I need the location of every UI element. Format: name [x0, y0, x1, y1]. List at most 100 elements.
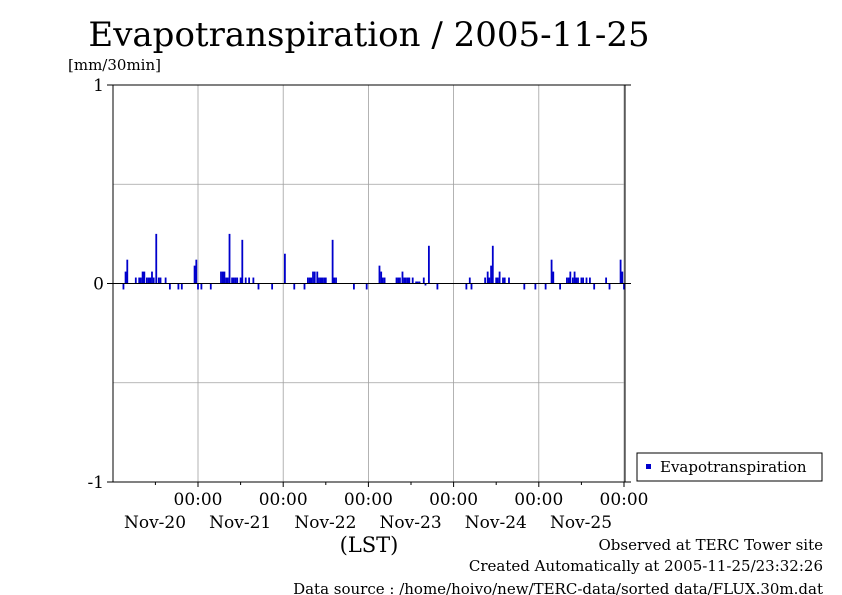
bar — [151, 271, 153, 284]
bar — [152, 277, 155, 284]
bar — [225, 277, 228, 284]
bar — [284, 253, 286, 284]
bar — [143, 271, 146, 284]
x-tick-time-label: 00:00 — [174, 490, 223, 510]
bar — [159, 277, 162, 284]
bar — [248, 277, 251, 284]
bar — [303, 283, 306, 290]
bar — [567, 277, 570, 284]
bar — [491, 245, 494, 284]
bar — [141, 271, 144, 284]
bar — [406, 277, 409, 284]
bar — [221, 271, 224, 284]
bar — [231, 277, 233, 284]
bar — [415, 281, 418, 284]
bar — [324, 277, 327, 284]
bar — [234, 277, 237, 284]
bar — [310, 277, 313, 284]
y-tick-label: 1 — [93, 76, 104, 96]
bar — [168, 283, 171, 290]
bar — [319, 277, 322, 284]
bar — [378, 265, 381, 284]
footer-data-source: Data source : /home/hoivo/new/TERC-data/… — [293, 580, 823, 595]
bar — [401, 271, 404, 284]
bar — [577, 277, 579, 284]
bar — [140, 277, 142, 284]
bar — [353, 283, 355, 290]
bar — [335, 277, 337, 284]
bar — [312, 271, 314, 284]
bar — [486, 271, 489, 284]
bar — [571, 277, 574, 284]
bar — [271, 283, 274, 290]
bar — [490, 265, 492, 284]
bar — [226, 277, 229, 284]
bar — [122, 283, 125, 290]
bar — [544, 283, 547, 290]
bar — [508, 277, 510, 284]
bar — [399, 277, 401, 284]
bar — [313, 271, 316, 284]
legend-box — [636, 452, 823, 482]
bar — [552, 271, 555, 284]
bar — [228, 233, 231, 284]
bar — [308, 277, 311, 284]
y-axis-ticks: 1 0 -1 — [87, 76, 631, 493]
bar — [498, 271, 501, 284]
bar — [195, 259, 198, 284]
bar — [404, 277, 407, 284]
x-axis-ticks: 00:00 Nov-20 00:00 Nov-21 00:00 Nov-22 00:00 No… — [124, 482, 649, 533]
bar — [424, 283, 427, 286]
bar — [397, 277, 400, 284]
bar — [550, 259, 553, 284]
bar — [422, 277, 425, 284]
bar — [575, 277, 578, 284]
bar — [124, 271, 127, 284]
bar — [418, 281, 421, 284]
bar — [126, 259, 129, 284]
x-tick-day-label: Nov-25 — [550, 513, 612, 533]
bar — [470, 283, 473, 290]
bar — [318, 277, 320, 284]
bar — [523, 283, 526, 290]
bar — [241, 239, 244, 284]
bar — [134, 277, 137, 284]
bar — [177, 283, 180, 290]
x-tick-day-label: Nov-23 — [380, 513, 442, 533]
bar — [293, 283, 296, 290]
footer-observed-at: Observed at TERC Tower site — [598, 536, 823, 554]
bar — [193, 265, 196, 284]
bar — [383, 277, 386, 284]
bar — [200, 283, 203, 290]
bar — [380, 271, 383, 284]
bar — [608, 283, 611, 290]
bar — [559, 283, 561, 290]
bar — [307, 277, 309, 284]
bar — [569, 271, 572, 284]
bar — [582, 277, 585, 284]
x-tick-time-label: 00:00 — [600, 490, 649, 510]
x-tick-time-label: 00:00 — [429, 490, 478, 510]
legend-swatch — [646, 464, 651, 469]
bar — [488, 277, 491, 284]
bar — [321, 277, 324, 284]
bar — [623, 283, 625, 290]
bar — [593, 283, 596, 290]
bar — [497, 277, 499, 284]
bar — [605, 277, 608, 284]
bar — [145, 277, 148, 284]
x-tick-day-label: Nov-24 — [465, 513, 527, 533]
bar — [257, 283, 260, 290]
x-tick-day-label: Nov-21 — [209, 513, 271, 533]
bar — [468, 277, 471, 284]
bar — [589, 277, 591, 284]
bar — [197, 283, 199, 290]
bar — [403, 277, 406, 284]
x-tick-day-label: Nov-22 — [294, 513, 356, 533]
bar — [621, 271, 624, 284]
bar — [381, 277, 384, 284]
x-tick-day-label: Nov-20 — [124, 513, 186, 533]
bar — [223, 271, 226, 284]
bar — [566, 277, 568, 284]
